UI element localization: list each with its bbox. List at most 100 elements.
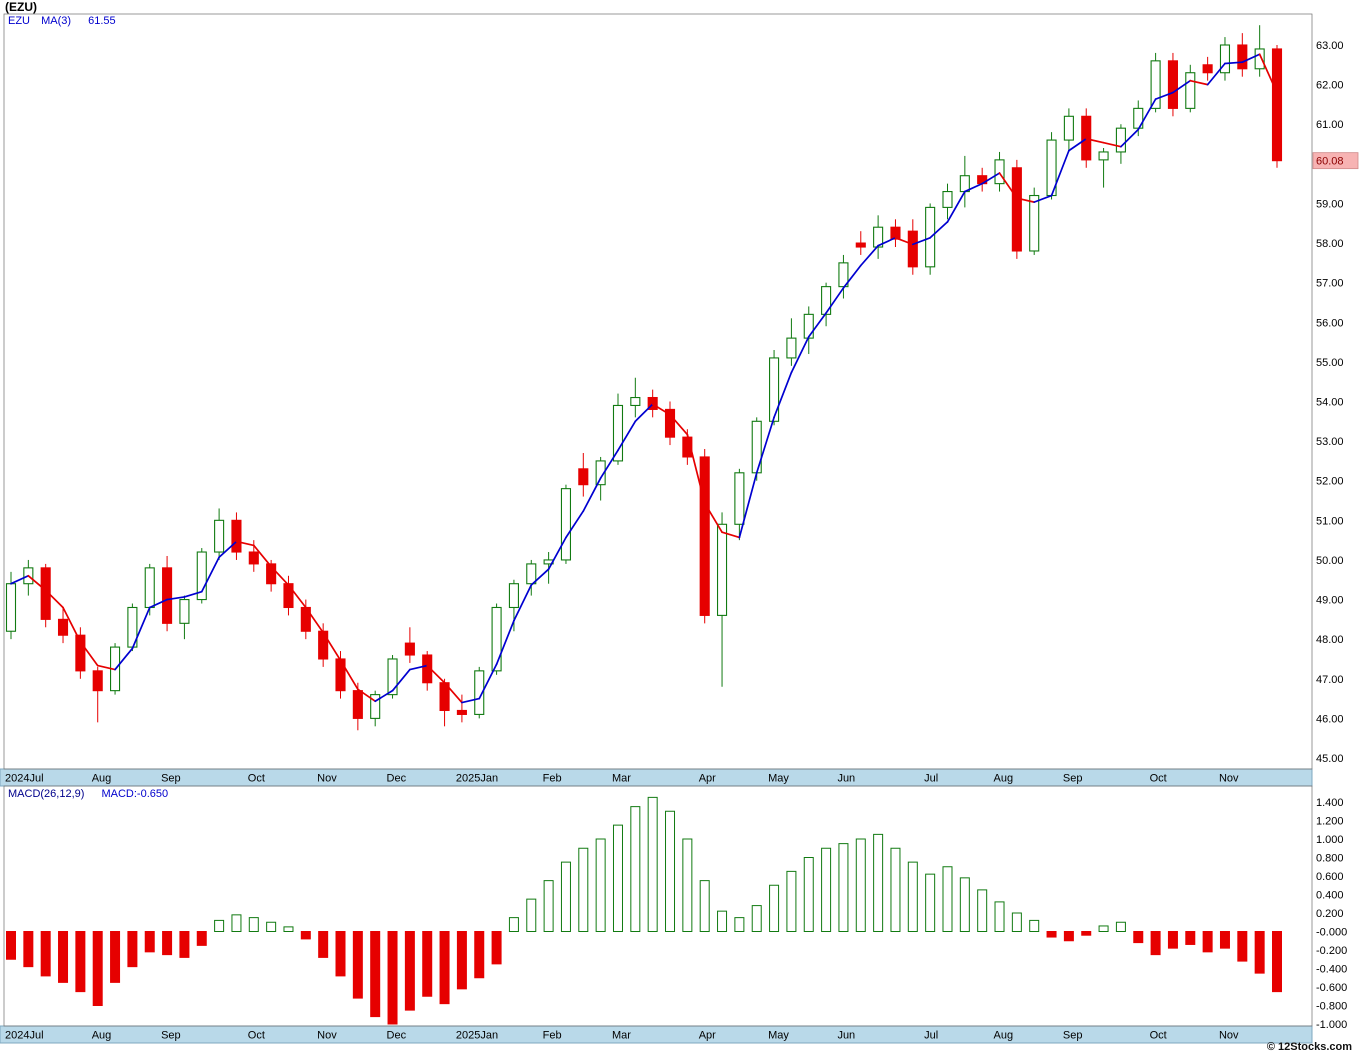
candle-body <box>664 408 676 438</box>
x-axis-label-main: Feb <box>543 773 562 785</box>
macd-axis-label: 1.400 <box>1316 797 1344 809</box>
candle-body <box>231 519 242 553</box>
macd-bar <box>75 931 86 993</box>
candle-body <box>456 709 467 715</box>
macd-bar <box>283 926 294 932</box>
ma-line-segment <box>62 606 82 643</box>
candle-body <box>1219 44 1231 74</box>
candle-body <box>352 690 363 719</box>
macd-bar <box>925 873 936 933</box>
macd-bar <box>821 847 832 932</box>
macd-axis-label: 1.200 <box>1316 816 1344 828</box>
macd-bar <box>578 847 589 932</box>
x-axis-label-main: Sep <box>1063 773 1083 785</box>
macd-value-label: MACD:-0.650 <box>101 788 169 800</box>
ma-line-segment <box>443 681 463 704</box>
x-axis-label-main: Aug <box>994 773 1014 785</box>
macd-bar <box>1167 931 1178 949</box>
x-axis-label-macd: Dec <box>387 1030 407 1042</box>
x-axis-label-main: Aug <box>92 773 112 785</box>
macd-axis-label: 0.200 <box>1316 908 1344 920</box>
candle-body <box>786 337 797 359</box>
macd-bar <box>179 931 190 958</box>
x-axis-label-macd: Apr <box>699 1030 716 1042</box>
macd-bar <box>612 824 623 932</box>
ma-line-segment <box>148 598 168 609</box>
ma-line-segment <box>998 172 1018 200</box>
ma-line-segment <box>859 244 879 267</box>
ma-line-segment <box>461 697 481 704</box>
ma-line-segment <box>1016 197 1036 203</box>
candle-body <box>959 175 970 193</box>
x-axis-label-main: 2025Jan <box>456 773 498 785</box>
x-axis-label-macd: Oct <box>1150 1030 1167 1042</box>
macd-bar <box>110 931 121 983</box>
macd-axis-label: -0.600 <box>1316 982 1347 994</box>
ma-line-segment <box>911 236 932 246</box>
ma-line-segment <box>1154 91 1174 100</box>
macd-bar <box>491 931 502 965</box>
price-axis-label: 52.00 <box>1316 476 1344 488</box>
candle-body <box>1115 127 1126 153</box>
candle-body <box>196 551 207 601</box>
price-axis-label: 58.00 <box>1316 238 1344 250</box>
ma-line-segment <box>235 540 255 547</box>
ma-line-segment <box>807 312 827 338</box>
ma-line-segment <box>703 502 723 534</box>
price-axis-label: 63.00 <box>1316 40 1344 52</box>
x-axis-label-main: Nov <box>1219 773 1239 785</box>
ma-line-segment <box>963 182 984 193</box>
ma-line-segment <box>356 688 377 703</box>
ma-line-segment <box>1102 141 1122 148</box>
macd-bar <box>977 889 988 932</box>
macd-bar <box>647 796 658 932</box>
candle-body <box>526 563 537 585</box>
ma-line-segment <box>391 668 411 692</box>
ma-line-segment <box>1137 98 1157 131</box>
x-axis-label-main: 2024Jul <box>5 773 44 785</box>
x-axis-label-macd: Oct <box>248 1030 265 1042</box>
ma-line-segment <box>721 531 741 539</box>
ma-line-segment <box>547 536 567 571</box>
ma-line-segment <box>1189 79 1209 86</box>
ma-line-segment <box>530 568 550 586</box>
x-axis-label-macd: Mar <box>612 1030 631 1042</box>
macd-bar <box>595 838 606 932</box>
macd-bar <box>58 931 69 983</box>
ma-line-segment <box>651 403 671 416</box>
candle-body <box>335 658 346 692</box>
macd-legend: MACD(26,12,9) MACD:-0.650 <box>8 788 168 800</box>
price-legend: EZU MA(3) 61.55 <box>8 15 116 27</box>
macd-params-label: MACD(26,12,9) <box>8 788 85 800</box>
ma-line-segment <box>252 544 272 568</box>
macd-bar <box>266 921 277 932</box>
x-axis-label-macd: Sep <box>161 1030 181 1042</box>
x-axis-label-main: Mar <box>612 773 631 785</box>
last-price-label: 60.08 <box>1316 156 1344 168</box>
macd-bar <box>1237 931 1248 962</box>
macd-bar <box>560 861 571 932</box>
legend-symbol: EZU <box>8 15 30 27</box>
x-axis-label-main: Dec <box>387 773 407 785</box>
x-axis-label-macd: Feb <box>543 1030 562 1042</box>
ma-line-segment <box>582 477 602 512</box>
ma-line-segment <box>894 236 914 246</box>
macd-axis-label: -0.800 <box>1316 1001 1347 1013</box>
x-axis-label-macd: 2025Jan <box>456 1030 498 1042</box>
ma-line-segment <box>877 236 897 247</box>
candle-body <box>699 456 710 616</box>
macd-bar <box>1150 931 1161 956</box>
x-axis-label-main: Apr <box>699 773 716 785</box>
ma-line-segment <box>790 335 810 374</box>
ma-line-segment <box>218 540 238 559</box>
legend-ma-label: MA(3) <box>41 15 72 27</box>
ma-line-segment <box>270 565 290 586</box>
macd-axis-label: -1.000 <box>1316 1019 1347 1031</box>
ma-line-segment <box>131 606 151 650</box>
x-axis-label-macd: Nov <box>1219 1030 1239 1042</box>
x-axis-label-macd: 2024Jul <box>5 1030 44 1042</box>
macd-bar <box>1185 931 1196 945</box>
ma-line-segment <box>426 664 446 684</box>
macd-plot-border <box>3 785 1313 1027</box>
macd-bar <box>1202 931 1213 953</box>
